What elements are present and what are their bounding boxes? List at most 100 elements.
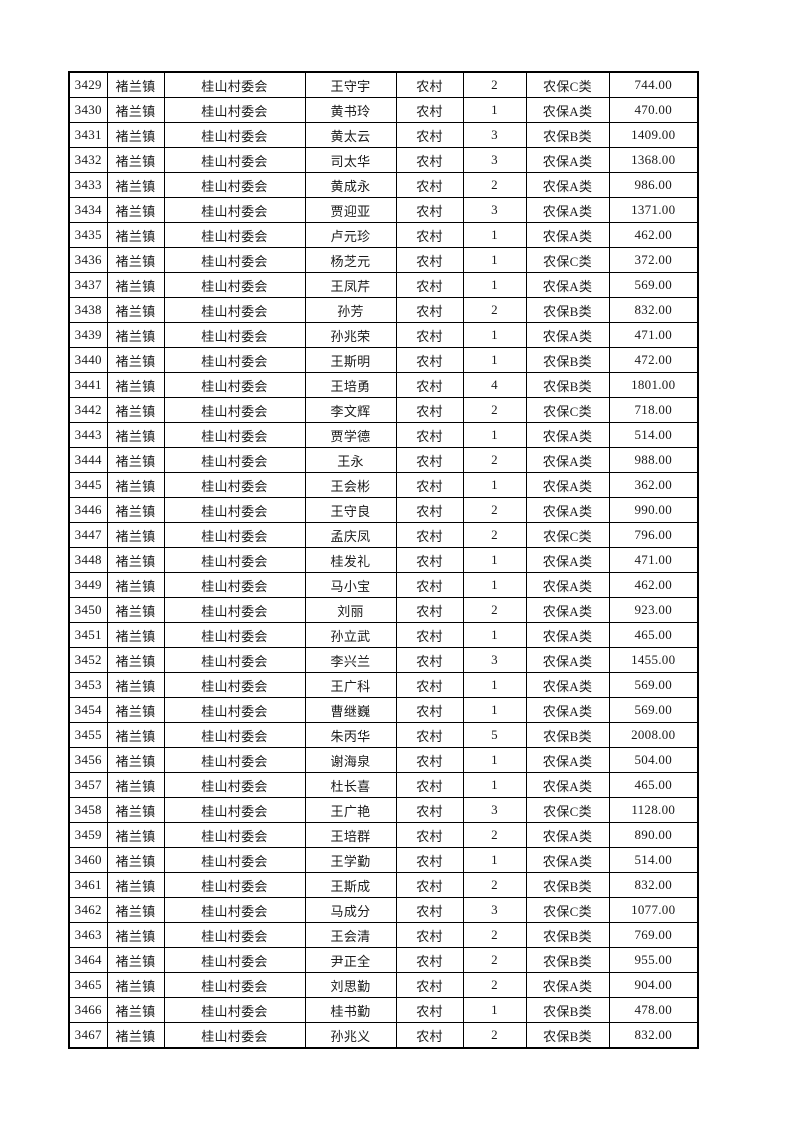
village-committee: 桂山村委会	[163, 472, 306, 498]
row-id: 3437	[68, 272, 108, 298]
row-id: 3460	[68, 847, 108, 873]
person-name: 马小宝	[304, 572, 397, 598]
person-count: 2	[462, 822, 527, 848]
town: 褚兰镇	[106, 247, 165, 273]
insurance-category: 农保A类	[525, 697, 610, 723]
insurance-category: 农保C类	[525, 397, 610, 423]
village-committee: 桂山村委会	[163, 922, 306, 948]
household-type: 农村	[395, 172, 464, 198]
household-type: 农村	[395, 922, 464, 948]
person-count: 3	[462, 147, 527, 173]
amount: 2008.00	[608, 722, 699, 748]
row-id: 3449	[68, 572, 108, 598]
household-type: 农村	[395, 247, 464, 273]
row-id: 3459	[68, 822, 108, 848]
row-id: 3457	[68, 772, 108, 798]
amount: 462.00	[608, 572, 699, 598]
town: 褚兰镇	[106, 497, 165, 523]
town: 褚兰镇	[106, 622, 165, 648]
row-id: 3442	[68, 397, 108, 423]
insurance-category: 农保B类	[525, 347, 610, 373]
insurance-category: 农保B类	[525, 297, 610, 323]
amount: 569.00	[608, 697, 699, 723]
household-type: 农村	[395, 322, 464, 348]
person-count: 1	[462, 672, 527, 698]
amount: 890.00	[608, 822, 699, 848]
insurance-category: 农保B类	[525, 372, 610, 398]
person-name: 王会清	[304, 922, 397, 948]
table-row: 3431 褚兰镇 桂山村委会 黄太云 农村 3 农保B类 1409.00	[68, 122, 699, 148]
table-row: 3454 褚兰镇 桂山村委会 曹继巍 农村 1 农保A类 569.00	[68, 697, 699, 723]
amount: 1801.00	[608, 372, 699, 398]
village-committee: 桂山村委会	[163, 197, 306, 223]
town: 褚兰镇	[106, 97, 165, 123]
village-committee: 桂山村委会	[163, 397, 306, 423]
person-count: 5	[462, 722, 527, 748]
town: 褚兰镇	[106, 71, 165, 98]
amount: 569.00	[608, 672, 699, 698]
table-row: 3464 褚兰镇 桂山村委会 尹正全 农村 2 农保B类 955.00	[68, 947, 699, 973]
person-name: 黄成永	[304, 172, 397, 198]
amount: 471.00	[608, 322, 699, 348]
table-row: 3441 褚兰镇 桂山村委会 王培勇 农村 4 农保B类 1801.00	[68, 372, 699, 398]
table-row: 3462 褚兰镇 桂山村委会 马成分 农村 3 农保C类 1077.00	[68, 897, 699, 923]
household-type: 农村	[395, 797, 464, 823]
town: 褚兰镇	[106, 897, 165, 923]
insurance-category: 农保A类	[525, 572, 610, 598]
amount: 372.00	[608, 247, 699, 273]
table-row: 3432 褚兰镇 桂山村委会 司太华 农村 3 农保A类 1368.00	[68, 147, 699, 173]
person-count: 2	[462, 597, 527, 623]
town: 褚兰镇	[106, 322, 165, 348]
person-name: 司太华	[304, 147, 397, 173]
person-count: 3	[462, 197, 527, 223]
person-name: 黄太云	[304, 122, 397, 148]
household-type: 农村	[395, 1022, 464, 1049]
household-type: 农村	[395, 597, 464, 623]
table-row: 3455 褚兰镇 桂山村委会 朱丙华 农村 5 农保B类 2008.00	[68, 722, 699, 748]
insurance-category: 农保C类	[525, 522, 610, 548]
amount: 1409.00	[608, 122, 699, 148]
amount: 472.00	[608, 347, 699, 373]
row-id: 3458	[68, 797, 108, 823]
table-row: 3446 褚兰镇 桂山村委会 王守良 农村 2 农保A类 990.00	[68, 497, 699, 523]
town: 褚兰镇	[106, 172, 165, 198]
row-id: 3448	[68, 547, 108, 573]
row-id: 3456	[68, 747, 108, 773]
amount: 904.00	[608, 972, 699, 998]
table-row: 3460 褚兰镇 桂山村委会 王学勤 农村 1 农保A类 514.00	[68, 847, 699, 873]
village-committee: 桂山村委会	[163, 272, 306, 298]
insurance-category: 农保A类	[525, 497, 610, 523]
person-name: 尹正全	[304, 947, 397, 973]
household-type: 农村	[395, 547, 464, 573]
household-type: 农村	[395, 872, 464, 898]
person-count: 1	[462, 347, 527, 373]
person-name: 孙立武	[304, 622, 397, 648]
table-row: 3465 褚兰镇 桂山村委会 刘思勤 农村 2 农保A类 904.00	[68, 972, 699, 998]
insurance-category: 农保B类	[525, 722, 610, 748]
insurance-category: 农保A类	[525, 172, 610, 198]
insurance-category: 农保A类	[525, 647, 610, 673]
person-count: 2	[462, 872, 527, 898]
village-committee: 桂山村委会	[163, 747, 306, 773]
table-row: 3447 褚兰镇 桂山村委会 孟庆凤 农村 2 农保C类 796.00	[68, 522, 699, 548]
village-committee: 桂山村委会	[163, 872, 306, 898]
person-name: 王守良	[304, 497, 397, 523]
amount: 832.00	[608, 1022, 699, 1049]
village-committee: 桂山村委会	[163, 947, 306, 973]
household-type: 农村	[395, 947, 464, 973]
table-row: 3440 褚兰镇 桂山村委会 王斯明 农村 1 农保B类 472.00	[68, 347, 699, 373]
village-committee: 桂山村委会	[163, 597, 306, 623]
person-count: 1	[462, 272, 527, 298]
amount: 465.00	[608, 622, 699, 648]
town: 褚兰镇	[106, 297, 165, 323]
town: 褚兰镇	[106, 447, 165, 473]
household-type: 农村	[395, 747, 464, 773]
table-row: 3435 褚兰镇 桂山村委会 卢元珍 农村 1 农保A类 462.00	[68, 222, 699, 248]
household-type: 农村	[395, 272, 464, 298]
insurance-category: 农保A类	[525, 322, 610, 348]
amount: 462.00	[608, 222, 699, 248]
insurance-category: 农保B类	[525, 922, 610, 948]
person-name: 马成分	[304, 897, 397, 923]
village-committee: 桂山村委会	[163, 122, 306, 148]
